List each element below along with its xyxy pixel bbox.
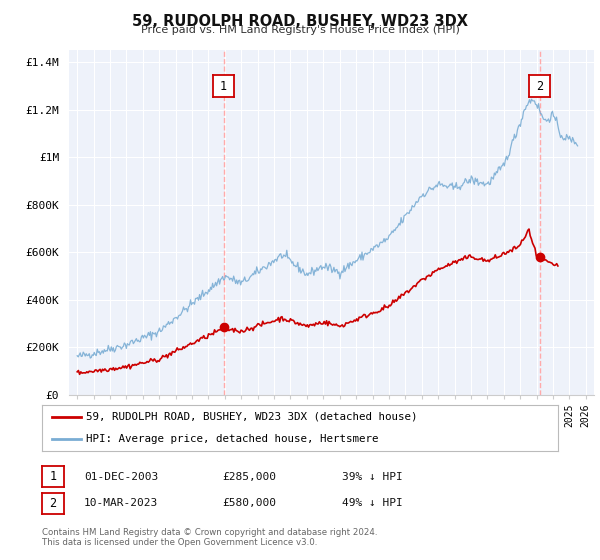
Text: HPI: Average price, detached house, Hertsmere: HPI: Average price, detached house, Hert… xyxy=(86,434,379,444)
Text: 01-DEC-2003: 01-DEC-2003 xyxy=(84,472,158,482)
Text: 1: 1 xyxy=(220,80,227,92)
Text: 39% ↓ HPI: 39% ↓ HPI xyxy=(342,472,403,482)
Text: 49% ↓ HPI: 49% ↓ HPI xyxy=(342,498,403,508)
Text: Price paid vs. HM Land Registry's House Price Index (HPI): Price paid vs. HM Land Registry's House … xyxy=(140,25,460,35)
Text: £580,000: £580,000 xyxy=(222,498,276,508)
Text: 10-MAR-2023: 10-MAR-2023 xyxy=(84,498,158,508)
Text: 2: 2 xyxy=(536,80,543,92)
Text: 2: 2 xyxy=(49,497,56,510)
Text: £285,000: £285,000 xyxy=(222,472,276,482)
Text: 59, RUDOLPH ROAD, BUSHEY, WD23 3DX: 59, RUDOLPH ROAD, BUSHEY, WD23 3DX xyxy=(132,14,468,29)
Text: 1: 1 xyxy=(49,470,56,483)
Text: 59, RUDOLPH ROAD, BUSHEY, WD23 3DX (detached house): 59, RUDOLPH ROAD, BUSHEY, WD23 3DX (deta… xyxy=(86,412,418,422)
Text: Contains HM Land Registry data © Crown copyright and database right 2024.
This d: Contains HM Land Registry data © Crown c… xyxy=(42,528,377,547)
